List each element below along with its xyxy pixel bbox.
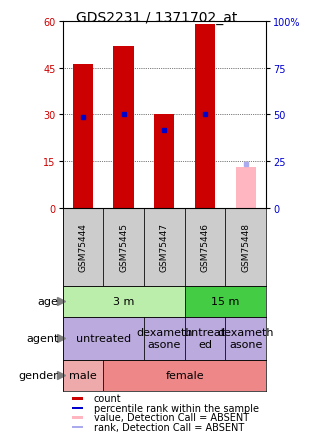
Text: gender: gender xyxy=(19,371,59,380)
Bar xyxy=(113,46,134,208)
Text: GSM75448: GSM75448 xyxy=(241,223,250,272)
Bar xyxy=(235,168,256,208)
Bar xyxy=(72,416,83,419)
Bar xyxy=(225,317,266,360)
Bar xyxy=(185,208,225,286)
Text: count: count xyxy=(94,394,121,403)
Bar xyxy=(195,25,215,208)
Bar xyxy=(103,208,144,286)
Text: GSM75445: GSM75445 xyxy=(119,223,128,272)
Text: GSM75444: GSM75444 xyxy=(79,223,87,272)
Text: percentile rank within the sample: percentile rank within the sample xyxy=(94,403,259,413)
Text: female: female xyxy=(165,371,204,380)
Bar xyxy=(185,286,266,317)
Text: value, Detection Call = ABSENT: value, Detection Call = ABSENT xyxy=(94,413,249,422)
Bar xyxy=(63,286,185,317)
Text: GSM75447: GSM75447 xyxy=(160,223,169,272)
Text: untreat
ed: untreat ed xyxy=(184,328,226,349)
Bar xyxy=(185,317,225,360)
Bar xyxy=(72,407,83,409)
Bar xyxy=(63,317,144,360)
Bar xyxy=(144,317,185,360)
Bar xyxy=(144,208,185,286)
Text: GSM75446: GSM75446 xyxy=(201,223,209,272)
Bar xyxy=(73,65,93,208)
Text: untreated: untreated xyxy=(76,334,131,343)
Bar xyxy=(63,208,103,286)
Text: 15 m: 15 m xyxy=(211,297,239,306)
Text: dexameth
asone: dexameth asone xyxy=(218,328,274,349)
Bar xyxy=(154,115,174,208)
Text: agent: agent xyxy=(26,334,59,343)
Bar xyxy=(72,426,83,428)
Bar xyxy=(225,208,266,286)
Text: rank, Detection Call = ABSENT: rank, Detection Call = ABSENT xyxy=(94,422,244,432)
Text: age: age xyxy=(38,297,59,306)
Text: GDS2231 / 1371702_at: GDS2231 / 1371702_at xyxy=(76,11,237,25)
Text: 3 m: 3 m xyxy=(113,297,134,306)
Text: male: male xyxy=(69,371,97,380)
Text: dexameth
asone: dexameth asone xyxy=(136,328,192,349)
Bar xyxy=(103,360,266,391)
Bar xyxy=(63,360,103,391)
Bar xyxy=(72,397,83,400)
